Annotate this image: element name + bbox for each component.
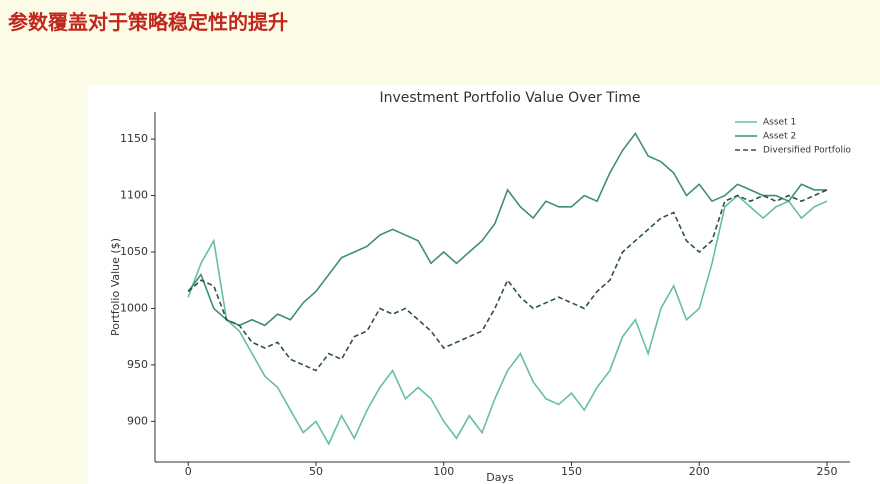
x-tick-label: 0 — [185, 465, 192, 478]
series-line — [187, 194, 828, 446]
chart-title: Investment Portfolio Value Over Time — [379, 90, 640, 106]
x-axis-label: Days — [486, 471, 514, 484]
legend-label: Asset 1 — [763, 118, 796, 128]
chart-panel — [88, 85, 880, 484]
y-tick-label: 1100 — [120, 189, 148, 202]
series-line — [187, 131, 828, 327]
y-axis-label: Portfolio Value ($) — [109, 238, 122, 336]
x-tick-label: 250 — [817, 465, 838, 478]
x-tick-label: 150 — [561, 465, 582, 478]
x-tick-label: 50 — [309, 465, 323, 478]
legend-label: Asset 2 — [763, 132, 796, 142]
y-tick-label: 900 — [127, 414, 148, 427]
x-tick-label: 100 — [433, 465, 454, 478]
y-tick-label: 950 — [127, 358, 148, 371]
y-tick-label: 1000 — [120, 301, 148, 314]
series-line — [187, 189, 828, 372]
slide-title: 参数覆盖对于策略稳定性的提升 — [8, 10, 288, 34]
x-tick-label: 200 — [689, 465, 710, 478]
y-tick-label: 1150 — [120, 132, 148, 145]
y-tick-label: 1050 — [120, 245, 148, 258]
legend-label: Diversified Portfolio — [763, 146, 851, 156]
